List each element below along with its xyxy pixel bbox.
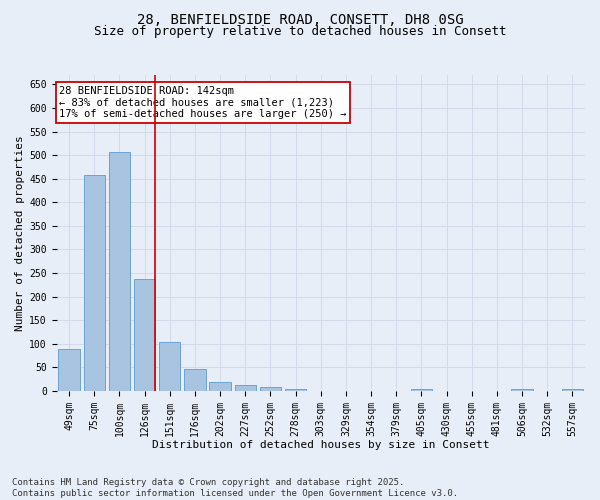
Y-axis label: Number of detached properties: Number of detached properties [15,135,25,331]
Bar [285,390,306,391]
Bar [109,152,130,391]
Text: Contains HM Land Registry data © Crown copyright and database right 2025.
Contai: Contains HM Land Registry data © Crown c… [12,478,458,498]
Text: Size of property relative to detached houses in Consett: Size of property relative to detached ho… [94,25,506,38]
Bar [134,278,155,391]
Bar [209,382,231,391]
Bar [184,368,206,391]
Bar [562,390,583,391]
Bar [235,384,256,391]
Bar [411,390,432,391]
Bar [260,387,281,391]
X-axis label: Distribution of detached houses by size in Consett: Distribution of detached houses by size … [152,440,490,450]
Text: 28, BENFIELDSIDE ROAD, CONSETT, DH8 0SG: 28, BENFIELDSIDE ROAD, CONSETT, DH8 0SG [137,12,463,26]
Bar [159,342,181,391]
Text: 28 BENFIELDSIDE ROAD: 142sqm
← 83% of detached houses are smaller (1,223)
17% of: 28 BENFIELDSIDE ROAD: 142sqm ← 83% of de… [59,86,347,120]
Bar [83,176,105,391]
Bar [58,350,80,391]
Bar [511,390,533,391]
